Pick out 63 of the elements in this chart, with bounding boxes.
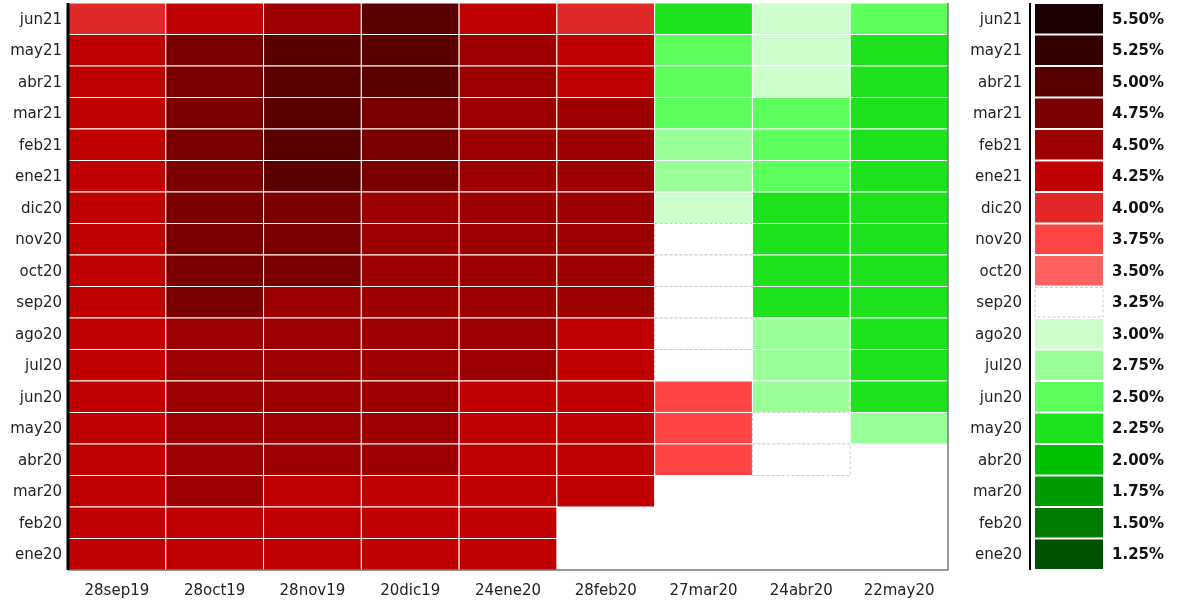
color-bar-label: 2.25% bbox=[1112, 419, 1165, 438]
y2-tick-label: may21 bbox=[970, 41, 1022, 60]
y-tick-label: oct20 bbox=[19, 261, 62, 280]
y-tick-label: mar20 bbox=[12, 482, 62, 501]
y-tick-label: jun21 bbox=[18, 9, 62, 28]
color-bar-label: 3.50% bbox=[1112, 261, 1165, 280]
color-bar-label: 4.25% bbox=[1112, 167, 1165, 186]
y2-tick-label: may20 bbox=[970, 419, 1022, 438]
x-tick-label: 24abr20 bbox=[769, 581, 833, 599]
color-bar-label: 1.25% bbox=[1112, 545, 1165, 564]
color-bar-label: 2.00% bbox=[1112, 450, 1165, 469]
color-bar-label: 5.50% bbox=[1112, 9, 1165, 28]
x-tick-label: 24ene20 bbox=[474, 581, 542, 599]
y2-tick-label: dic20 bbox=[980, 198, 1022, 217]
x-tick-label: 27mar20 bbox=[669, 581, 738, 599]
y2-tick-label: mar20 bbox=[972, 482, 1022, 501]
x-tick-label: 28feb20 bbox=[574, 581, 637, 599]
y-tick-label: abr21 bbox=[18, 72, 62, 91]
y2-tick-label: abr21 bbox=[978, 72, 1022, 91]
y-tick-label: mar21 bbox=[12, 104, 62, 123]
y2-tick-label: jun21 bbox=[978, 9, 1022, 28]
y-tick-label: jun20 bbox=[18, 387, 62, 406]
color-bar-label: 4.50% bbox=[1112, 135, 1165, 154]
y-tick-label: feb20 bbox=[18, 513, 62, 532]
x-tick-label: 28nov19 bbox=[279, 581, 346, 599]
y2-tick-label: jul20 bbox=[984, 356, 1022, 375]
x-tick-label: 28oct19 bbox=[183, 581, 246, 599]
color-bar-label: 5.00% bbox=[1112, 72, 1165, 91]
color-bar-label: 3.25% bbox=[1112, 293, 1165, 312]
y2-tick-label: sep20 bbox=[976, 293, 1022, 312]
y2-tick-label: feb20 bbox=[978, 513, 1022, 532]
y-tick-label: nov20 bbox=[15, 230, 62, 249]
y2-tick-label: nov20 bbox=[975, 230, 1022, 249]
y2-tick-label: ene21 bbox=[974, 167, 1022, 186]
y-tick-label: may20 bbox=[10, 419, 62, 438]
y-tick-label: ago20 bbox=[15, 324, 62, 343]
y-tick-label: abr20 bbox=[18, 450, 62, 469]
y-tick-label: may21 bbox=[10, 41, 62, 60]
x-tick-label: 22may20 bbox=[863, 581, 935, 599]
y2-tick-label: jun20 bbox=[978, 387, 1022, 406]
y2-tick-label: feb21 bbox=[978, 135, 1022, 154]
y-tick-label: ene21 bbox=[14, 167, 62, 186]
y-tick-label: ene20 bbox=[14, 545, 62, 564]
y2-tick-label: abr20 bbox=[978, 450, 1022, 469]
y-tick-label: dic20 bbox=[20, 198, 62, 217]
y2-tick-label: mar21 bbox=[972, 104, 1022, 123]
color-bar-label: 4.75% bbox=[1112, 104, 1165, 123]
y2-tick-label: ago20 bbox=[975, 324, 1022, 343]
color-bar-label: 2.50% bbox=[1112, 387, 1165, 406]
y2-tick-label: ene20 bbox=[974, 545, 1022, 564]
y-tick-label: jul20 bbox=[24, 356, 62, 375]
color-bar-label: 1.50% bbox=[1112, 513, 1165, 532]
x-tick-label: 28sep19 bbox=[84, 581, 150, 599]
color-bar-label: 3.75% bbox=[1112, 230, 1165, 249]
color-bar-label: 4.00% bbox=[1112, 198, 1165, 217]
color-bar-label: 1.75% bbox=[1112, 482, 1165, 501]
y2-tick-label: oct20 bbox=[979, 261, 1022, 280]
color-bar-label: 3.00% bbox=[1112, 324, 1165, 343]
color-bar-label: 2.75% bbox=[1112, 356, 1165, 375]
y-tick-label: sep20 bbox=[16, 293, 62, 312]
y-tick-label: feb21 bbox=[18, 135, 62, 154]
color-bar-label: 5.25% bbox=[1112, 41, 1165, 60]
x-tick-label: 20dic19 bbox=[380, 581, 441, 599]
